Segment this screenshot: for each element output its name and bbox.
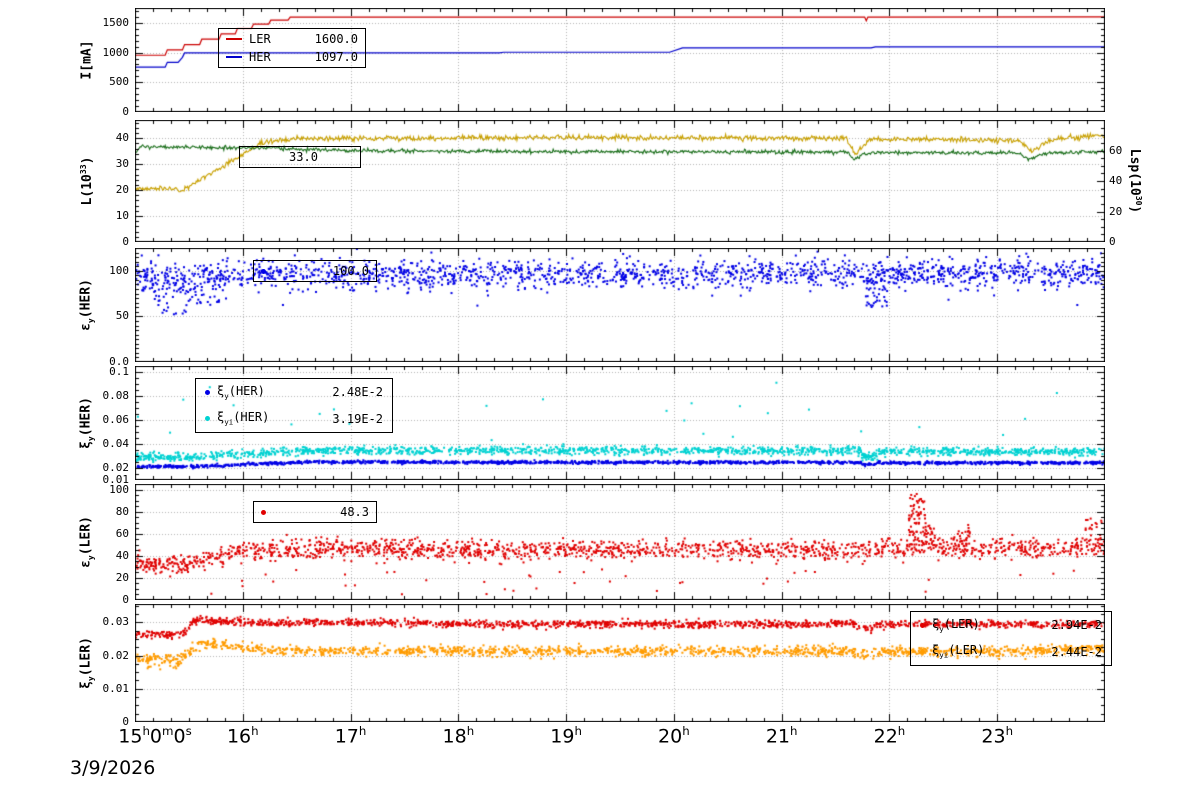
- y-tick-label: 0.0: [109, 355, 129, 368]
- legend-entry-xiyi-her: ξyi(HER) 3.19E-2: [205, 410, 383, 427]
- y-tick-label: 0.04: [102, 437, 130, 450]
- emittance-her-plot: [135, 248, 1105, 362]
- x-tick-label: 16h: [226, 724, 259, 748]
- y-tick-label: 0.01: [102, 681, 130, 695]
- emittance-ler-plot: [135, 484, 1105, 600]
- beambeam-her-plot: [135, 366, 1105, 480]
- y-tick-label: 0.03: [102, 615, 130, 629]
- xiy-her-label: ξy(HER): [217, 384, 265, 401]
- panel-luminosity: L(1033) Lsp(1030) 33.0 0 20 40 60 0 10 20 30 40: [79, 120, 1143, 248]
- x-tick-label: 17h: [334, 724, 367, 748]
- luminosity-value: 33.0: [289, 150, 318, 164]
- y-tick-label: 0: [122, 715, 129, 728]
- x-tick-label: 21h: [765, 724, 798, 748]
- y-tick-label: 100: [109, 263, 129, 277]
- y-tick-label: 40: [115, 131, 129, 145]
- legend-entry-luminosity: 33.0: [247, 150, 353, 164]
- xiy-her-dot-marker: [205, 389, 210, 395]
- legend-emittance-her: 100.0: [253, 260, 377, 282]
- y-tick-label: 0: [122, 593, 129, 606]
- y-axis-title-specific-luminosity: Lsp(1030): [1126, 148, 1144, 214]
- legend-entry-emittance-her: 100.0: [261, 264, 369, 278]
- emittance-her-value: 100.0: [332, 264, 369, 278]
- y-tick-label: 1000: [102, 45, 130, 59]
- xiyi-ler-label: ξyi(LER): [932, 643, 985, 660]
- y-tick-label: 0.06: [102, 413, 130, 426]
- x-axis-labels: 15h0m0s 16h 17h 18h 19h 20h 21h 22h 23h: [118, 724, 1105, 756]
- emittance-ler-value: 48.3: [340, 505, 369, 519]
- beambeam-ler-plot: [135, 604, 1105, 722]
- xiy-ler-label: ξy(LER): [932, 617, 980, 634]
- y-tick-label: 20: [115, 183, 129, 197]
- y-tick-label: 20: [1109, 204, 1123, 218]
- y-tick-label: 500: [109, 75, 129, 89]
- y-axis-title-emittance-her: εy(HER): [78, 279, 96, 331]
- y-tick-label: 0.08: [102, 389, 130, 402]
- ler-line-marker: [226, 38, 242, 40]
- y-tick-label: 80: [115, 504, 129, 518]
- panel-beambeam-her: ξy(HER) ξy(HER) 2.48E-2 ξyi(HER) 3.19E-2…: [79, 365, 1105, 486]
- y-tick-label: 0.01: [102, 473, 130, 486]
- y-tick-label: 0.1: [109, 365, 129, 378]
- xiy-ler-value: 2.94E-2: [1051, 618, 1102, 633]
- y-tick-label: 0: [122, 105, 129, 118]
- y-tick-label: 1500: [102, 15, 130, 29]
- panel-emittance-ler: εy(LER) 48.3 0 20 40 60 80 100: [79, 483, 1105, 606]
- xiy-her-value: 2.48E-2: [332, 385, 383, 400]
- beam-current-plot: [135, 8, 1105, 112]
- legend-luminosity: 33.0: [239, 146, 361, 168]
- legend-beam-current: LER 1600.0 HER 1097.0: [218, 28, 366, 68]
- legend-entry-xiyi-ler: ξyi(LER) 2.44E-2: [920, 643, 1102, 660]
- panel-beambeam-ler: ξy(LER) ξy(LER) 2.94E-2 ξyi(LER) 2.44E-2…: [79, 604, 1112, 728]
- panel-beam-current: I[mA] LER 1600.0 HER 1097.0 0 500 1000 1500: [80, 8, 1105, 118]
- x-tick-label: 23h: [981, 724, 1014, 748]
- y-tick-label: 40: [115, 548, 129, 562]
- y-tick-label: 0.02: [102, 648, 130, 662]
- x-tick-label: 19h: [550, 724, 582, 748]
- y-tick-label: 60: [1109, 143, 1123, 157]
- legend-entry-her: HER 1097.0: [226, 50, 358, 64]
- y-tick-label: 50: [115, 309, 129, 323]
- x-tick-label: 18h: [442, 724, 475, 748]
- x-tick-label: 20h: [658, 724, 690, 748]
- legend-beambeam-ler: ξy(LER) 2.94E-2 ξyi(LER) 2.44E-2: [910, 611, 1112, 666]
- legend-entry-xiy-ler: ξy(LER) 2.94E-2: [920, 617, 1102, 633]
- y-tick-label: 30: [115, 157, 129, 171]
- xiyi-her-dot-marker: [205, 416, 210, 422]
- xiy-ler-dot-marker: [920, 622, 925, 628]
- y-tick-label: 60: [115, 526, 129, 540]
- y-tick-label: 100: [109, 482, 129, 496]
- y-tick-label: 0.02: [102, 461, 130, 474]
- her-current-value: 1097.0: [314, 50, 358, 64]
- y-tick-label: 40: [1109, 174, 1123, 187]
- x-tick-label: 15h0m0s: [118, 724, 192, 748]
- y-tick-label: 20: [115, 570, 129, 584]
- legend-emittance-ler: 48.3: [253, 501, 377, 523]
- her-label: HER: [249, 50, 271, 64]
- legend-entry-ler: LER 1600.0: [226, 32, 358, 46]
- xiyi-her-value: 3.19E-2: [332, 411, 383, 426]
- legend-beambeam-her: ξy(HER) 2.48E-2 ξyi(HER) 3.19E-2: [195, 378, 393, 433]
- xiyi-her-label: ξyi(HER): [217, 410, 270, 427]
- y-tick-label: 0: [122, 235, 129, 248]
- y-tick-label: 0: [1109, 235, 1116, 248]
- emittance-ler-dot-marker: [261, 509, 266, 515]
- xiyi-ler-dot-marker: [920, 649, 925, 655]
- legend-entry-xiy-her: ξy(HER) 2.48E-2: [205, 384, 383, 400]
- luminosity-plot: [135, 120, 1105, 242]
- legend-entry-emittance-ler: 48.3: [261, 505, 369, 519]
- ler-current-value: 1600.0: [314, 32, 358, 46]
- x-tick-label: 22h: [873, 724, 906, 748]
- y-tick-label: 10: [115, 209, 129, 223]
- her-line-marker: [226, 56, 242, 58]
- date-label: 3/9/2026: [70, 757, 156, 779]
- ler-label: LER: [249, 32, 271, 46]
- emittance-her-dot-marker: [261, 268, 266, 274]
- xiyi-ler-value: 2.44E-2: [1051, 644, 1102, 659]
- panel-emittance-her: εy(HER) 100.0 0.0 50 100: [79, 248, 1105, 368]
